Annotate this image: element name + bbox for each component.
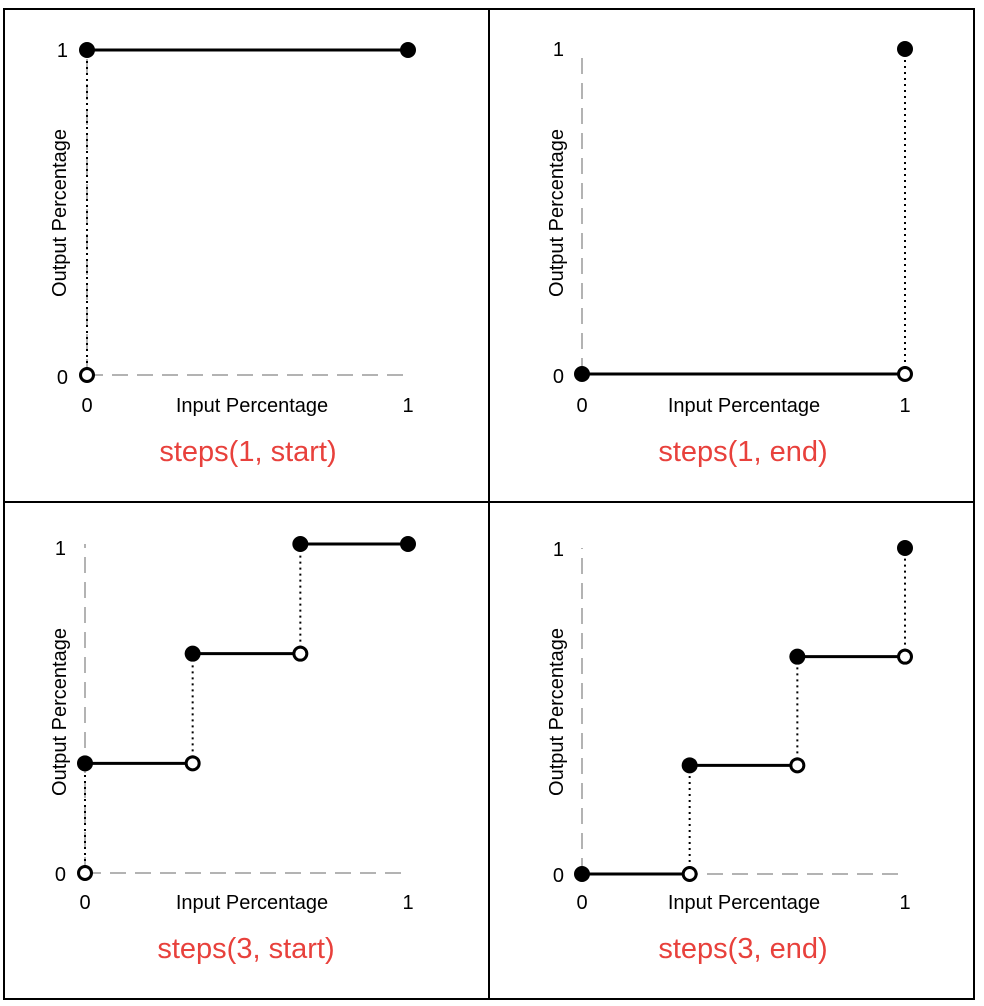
y-tick-1: 1 — [553, 539, 564, 561]
y-tick-0: 0 — [57, 367, 68, 389]
filled-point — [79, 42, 95, 58]
filled-point — [574, 866, 590, 882]
x-axis-label: Input Percentage — [176, 892, 328, 914]
plot-area — [77, 536, 416, 881]
x-axis-label: Input Percentage — [668, 892, 820, 914]
open-point — [77, 865, 93, 881]
y-tick-0: 0 — [553, 865, 564, 887]
y-tick-0: 0 — [55, 864, 66, 886]
filled-point — [400, 536, 416, 552]
plot-area — [574, 41, 913, 382]
y-tick-1: 1 — [57, 40, 68, 62]
filled-point — [897, 41, 913, 57]
x-axis-label: Input Percentage — [176, 395, 328, 417]
open-point — [79, 367, 95, 383]
plot-area — [79, 42, 416, 383]
panel-steps-3-end: 1 0 0 1 Input Percentage Output Percenta… — [546, 539, 913, 965]
filled-point — [184, 645, 201, 662]
open-point — [184, 755, 201, 772]
y-axis-label: Output Percentage — [546, 129, 568, 297]
y-tick-1: 1 — [553, 39, 564, 61]
plot-area — [574, 540, 913, 882]
y-tick-0: 0 — [553, 366, 564, 388]
panel-steps-3-start: 1 0 0 1 Input Percentage Output Percenta… — [49, 536, 416, 965]
x-tick-0: 0 — [576, 395, 587, 417]
filled-point — [77, 755, 93, 772]
filled-point — [574, 366, 590, 382]
x-tick-1: 1 — [402, 892, 413, 914]
x-tick-0: 0 — [79, 892, 90, 914]
open-point — [897, 648, 913, 665]
chart-title: steps(1, end) — [658, 436, 827, 468]
x-tick-1: 1 — [899, 892, 910, 914]
x-tick-0: 0 — [576, 892, 587, 914]
chart-title: steps(1, start) — [159, 436, 336, 468]
open-point — [789, 757, 806, 774]
x-tick-1: 1 — [899, 395, 910, 417]
filled-point — [400, 42, 416, 58]
panel-steps-1-start: 1 0 0 1 Input Percentage Output Percenta… — [49, 40, 416, 468]
chart-title: steps(3, end) — [658, 933, 827, 965]
chart-title: steps(3, start) — [157, 933, 334, 965]
x-axis-label: Input Percentage — [668, 395, 820, 417]
open-point — [681, 866, 698, 882]
panel-steps-1-end: 1 0 0 1 Input Percentage Output Percenta… — [546, 39, 913, 468]
filled-point — [292, 536, 309, 552]
filled-point — [897, 540, 913, 556]
x-tick-0: 0 — [81, 395, 92, 417]
open-point — [292, 645, 309, 662]
filled-point — [789, 648, 806, 665]
filled-point — [681, 757, 698, 774]
x-tick-1: 1 — [402, 395, 413, 417]
grid-frame — [3, 8, 975, 1000]
y-axis-label: Output Percentage — [49, 129, 71, 297]
open-point — [897, 366, 913, 382]
y-tick-1: 1 — [55, 538, 66, 560]
y-axis-label: Output Percentage — [49, 628, 71, 796]
y-axis-label: Output Percentage — [546, 628, 568, 796]
